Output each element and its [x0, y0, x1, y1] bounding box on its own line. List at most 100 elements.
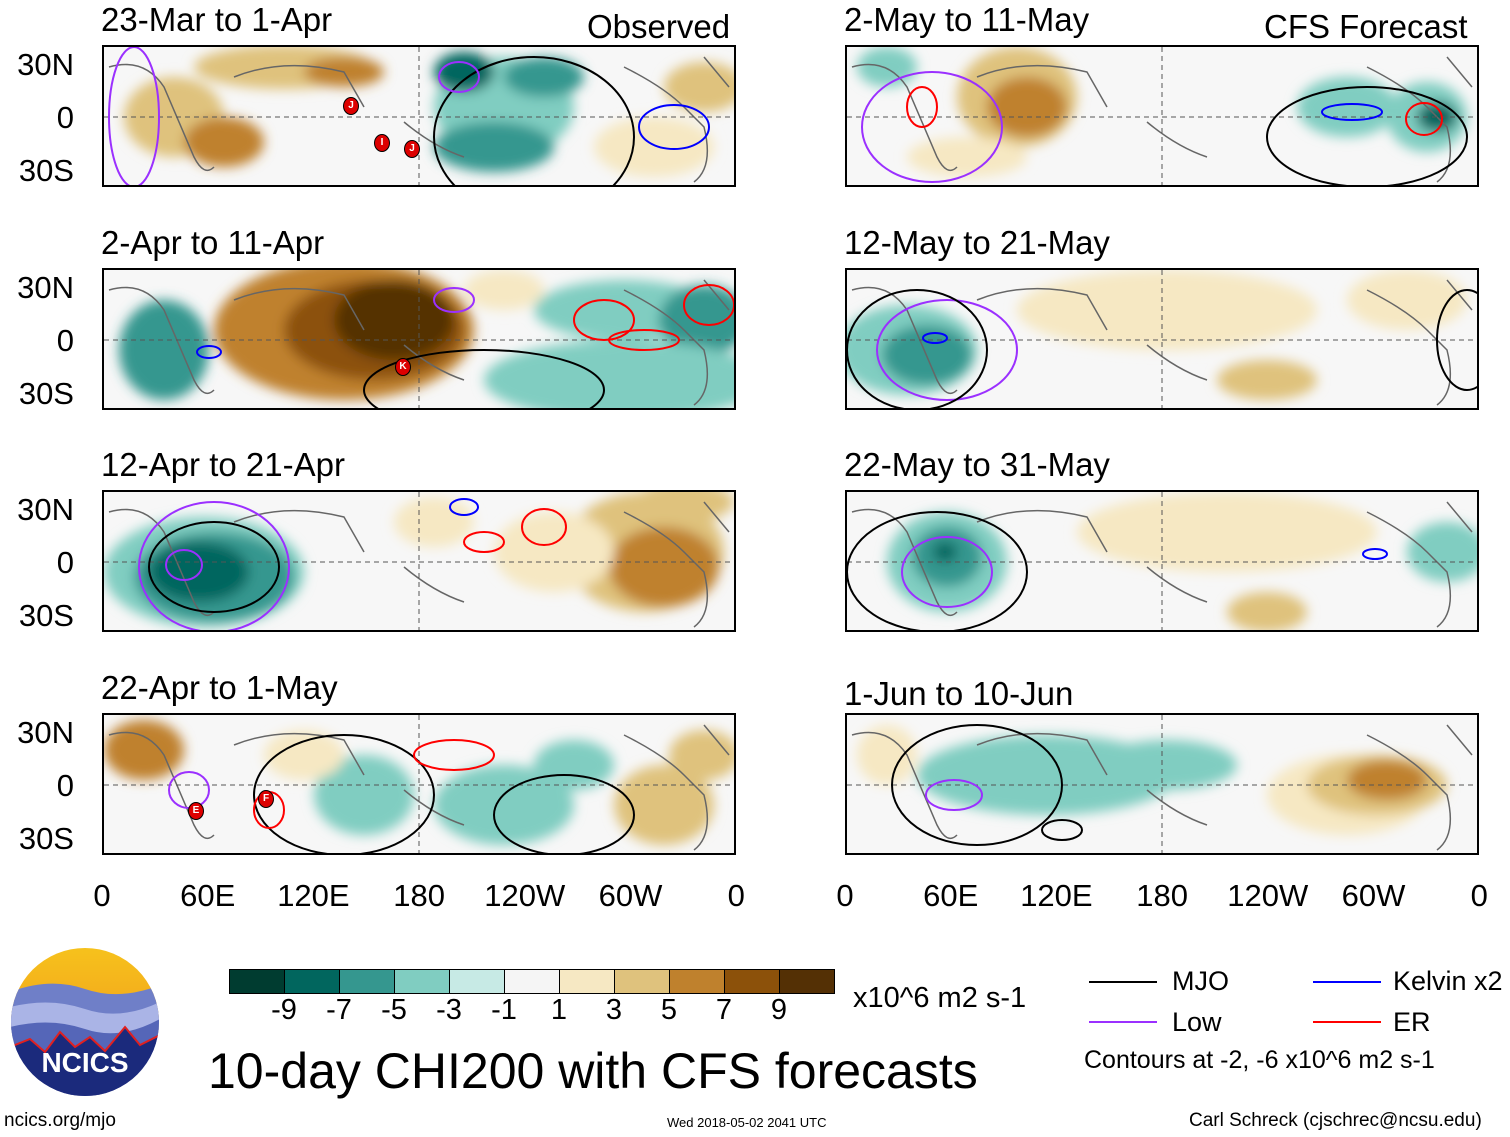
- contour-line: [493, 774, 635, 853]
- contour-line: [433, 287, 475, 313]
- chi200-anomaly: [987, 77, 1067, 137]
- colorbar-label: 7: [715, 994, 733, 1026]
- legend-low-line: [1089, 1021, 1157, 1023]
- map-panel: [102, 490, 736, 632]
- lon-tick: 120E: [277, 878, 350, 913]
- chi200-anomaly: [119, 300, 209, 400]
- contour-line: [1266, 86, 1468, 185]
- contour-line: [876, 299, 1018, 401]
- colorbar-swatch: [450, 970, 505, 993]
- chi200-anomaly: [494, 512, 614, 592]
- colorbar-swatch: [615, 970, 670, 993]
- colorbar-swatch: [230, 970, 285, 993]
- chi200-anomaly: [933, 542, 957, 562]
- map-panel: [102, 45, 736, 187]
- chi200-anomaly: [594, 117, 714, 177]
- contour-line: [891, 724, 1063, 846]
- chi200-anomaly: [484, 340, 734, 408]
- contour-line: [148, 521, 280, 613]
- panel-title: 2-Apr to 11-Apr: [101, 224, 325, 261]
- chi200-anomaly: [1347, 760, 1427, 800]
- chi200-anomaly: [1217, 360, 1317, 400]
- contour-line: [196, 345, 222, 359]
- lon-tick: 120W: [484, 878, 566, 913]
- map-panel: [845, 713, 1479, 855]
- contour-line: [165, 549, 203, 581]
- contour-line: [847, 289, 988, 408]
- lat-tick: 30N: [17, 270, 74, 305]
- chi200-anomaly: [857, 725, 917, 785]
- storm-marker: J: [343, 97, 359, 115]
- chi200-anomaly: [907, 137, 1027, 177]
- lat-tick: 30S: [18, 821, 74, 856]
- legend-low: Low: [1172, 1007, 1222, 1037]
- contour-line: [1405, 102, 1443, 136]
- coastline: [851, 56, 1473, 183]
- lon-tick: 120W: [1227, 878, 1309, 913]
- lat-tick: 0: [56, 545, 74, 580]
- legend-er-line: [1313, 1021, 1381, 1023]
- contour-line: [363, 349, 605, 408]
- chi200-anomaly: [434, 122, 554, 172]
- lon-tick: 60E: [180, 878, 236, 913]
- svg-text:NCICS: NCICS: [41, 1047, 128, 1078]
- contour-line: [108, 47, 160, 185]
- contour-line: [638, 104, 710, 150]
- panel-title: 2-May to 11-May: [844, 1, 1090, 38]
- contour-line: [438, 61, 480, 93]
- legend-er: ER: [1393, 1007, 1431, 1037]
- map-panel: [845, 268, 1479, 410]
- chi200-anomaly: [464, 270, 544, 310]
- coastline: [108, 724, 730, 851]
- figure-title: 10-day CHI200 with CFS forecasts: [208, 1043, 978, 1099]
- contour-line: [449, 498, 479, 516]
- lon-tick: 60W: [598, 878, 663, 913]
- coastline: [108, 501, 730, 628]
- chi200-anomaly: [857, 47, 917, 87]
- contour-line: [1321, 103, 1383, 121]
- map-panel: [102, 713, 736, 855]
- contour-line: [253, 734, 435, 853]
- chi200-anomaly: [504, 57, 584, 97]
- storm-marker: F: [258, 790, 274, 808]
- contour-line: [521, 508, 567, 546]
- contour-line: [1436, 289, 1477, 391]
- lon-tick: 0: [1470, 878, 1488, 913]
- colorbar-swatch: [395, 970, 450, 993]
- colorbar-label: -3: [436, 994, 462, 1026]
- chi200-anomaly: [184, 117, 264, 167]
- chi200-anomaly: [1097, 740, 1237, 790]
- chi200-anomaly: [1297, 77, 1397, 137]
- contour-line: [922, 332, 948, 344]
- chi200-anomaly: [394, 497, 474, 547]
- ncics-logo: NCICS: [11, 948, 159, 1096]
- storm-marker: J: [404, 140, 420, 158]
- colorbar-label: 5: [660, 994, 678, 1026]
- map-panel: [845, 45, 1479, 187]
- panel-title: 12-May to 21-May: [844, 224, 1110, 261]
- contour-line: [168, 771, 210, 809]
- legend-kelvin: Kelvin x2: [1393, 966, 1503, 996]
- lat-tick: 30S: [18, 376, 74, 411]
- colorbar-label: 9: [770, 994, 788, 1026]
- colorbar-swatch: [340, 970, 395, 993]
- contour-line: [925, 779, 983, 811]
- lat-tick: 30N: [17, 492, 74, 527]
- chi200-anomaly: [534, 740, 614, 790]
- colorbar-label: -7: [326, 994, 352, 1026]
- map-panel: [102, 268, 736, 410]
- lon-tick: 0: [93, 878, 111, 913]
- contour-line: [608, 329, 680, 351]
- storm-marker: I: [374, 134, 390, 152]
- chi200-anomaly: [1227, 592, 1307, 630]
- legend-kelvin-line: [1313, 981, 1381, 983]
- lat-tick: 30S: [18, 153, 74, 188]
- colorbar: [229, 969, 835, 994]
- contour-line: [683, 284, 734, 326]
- coastline: [851, 501, 1473, 628]
- chi200-anomaly: [314, 755, 414, 835]
- storm-marker: K: [395, 358, 411, 376]
- footer-url[interactable]: ncics.org/mjo: [4, 1110, 116, 1131]
- legend-mjo-line: [1089, 981, 1157, 983]
- contour-line: [1041, 819, 1083, 841]
